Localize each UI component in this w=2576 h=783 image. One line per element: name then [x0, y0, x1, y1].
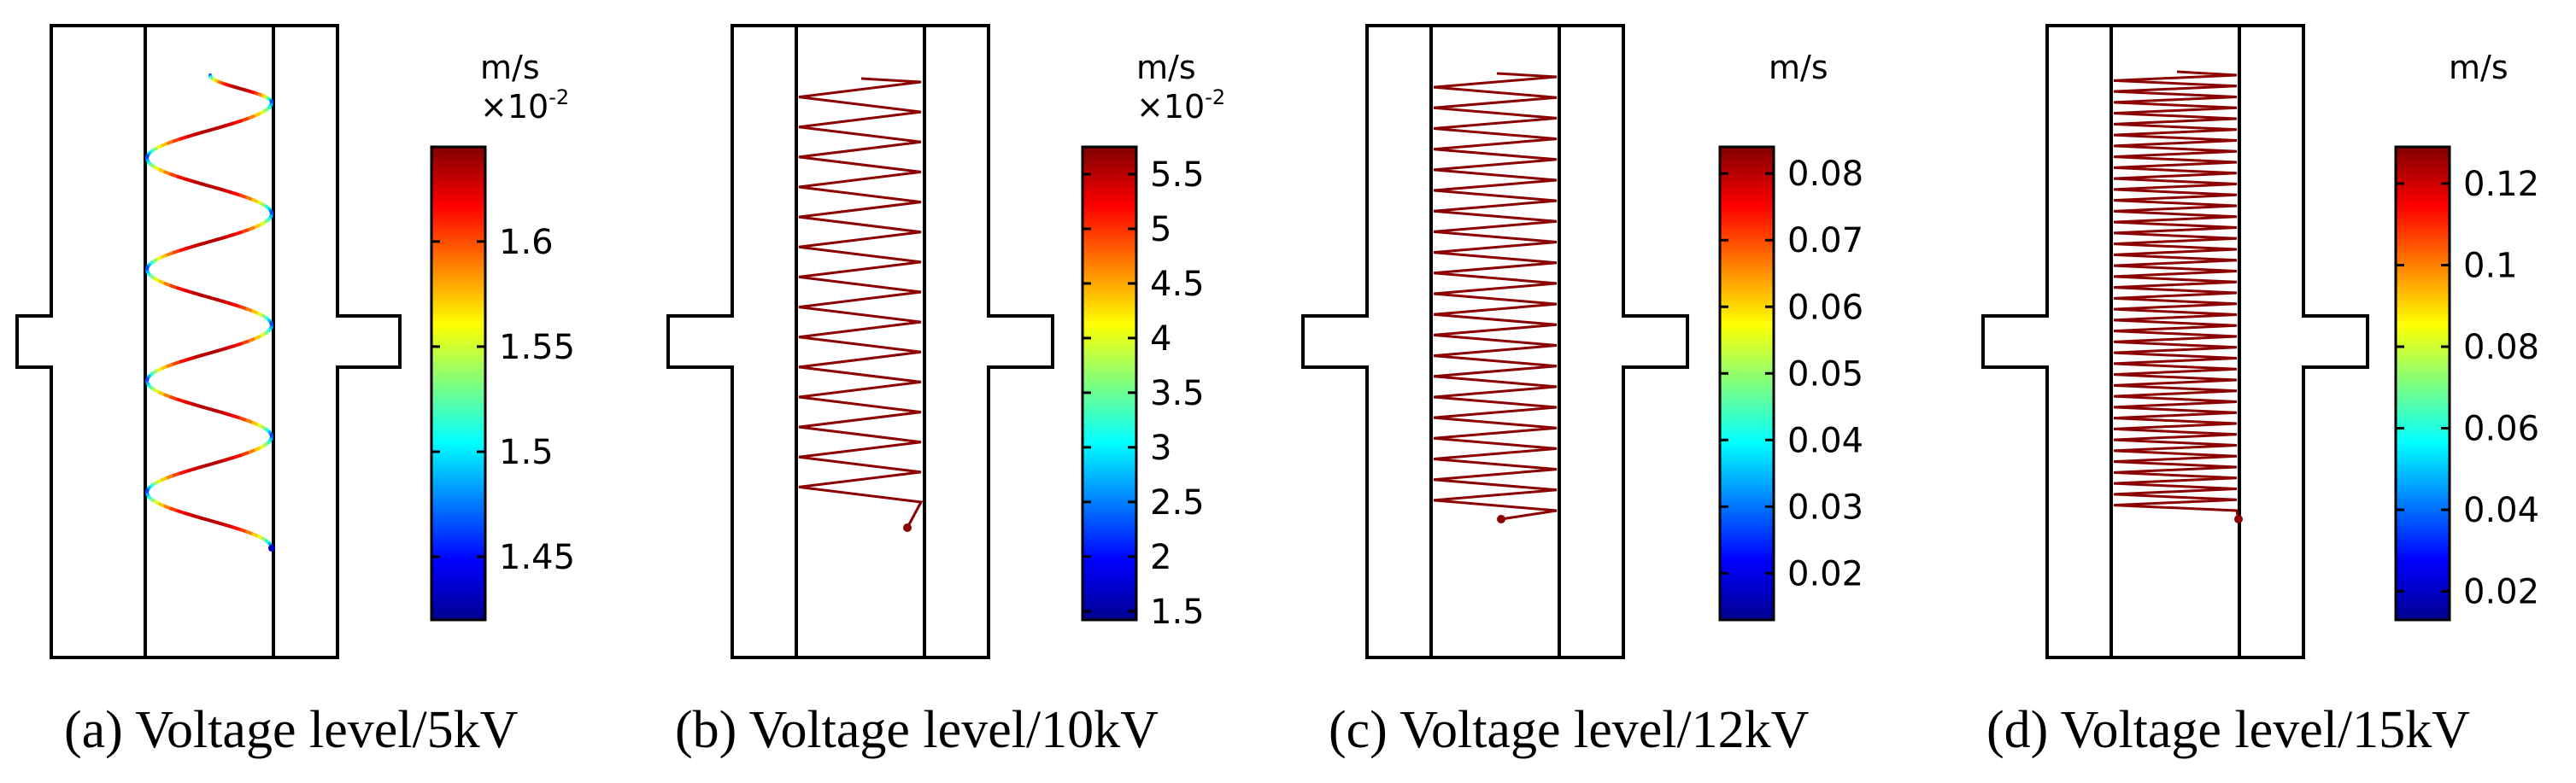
colorbar-unit: m/s [1136, 49, 1196, 86]
electrode-outline [666, 24, 1054, 659]
colorbar [2394, 145, 2451, 622]
colorbar-tick-label: 0.04 [1787, 421, 1863, 460]
panel-b: m/s ×10-2 5.5 5 4.5 4 3.5 3 2.5 2 1.5 [666, 24, 1225, 659]
colorbar-tick-label: 5 [1150, 210, 1171, 249]
colorbar-ticks: 0.08 0.07 0.06 0.05 0.04 0.03 0.02 [1720, 155, 1863, 593]
caption-a: (a) Voltage level/5kV [64, 701, 519, 759]
colorbar [1718, 145, 1775, 622]
panel-a: m/s ×10-2 1.6 1.55 1.5 1.45 [15, 24, 575, 659]
colorbar-tick-label: 1.55 [499, 328, 575, 367]
colorbar-tick-label: 0.05 [1787, 354, 1863, 394]
colorbar-tick-label: 1.5 [1150, 593, 1205, 632]
colorbar-multiplier: ×10-2 [480, 85, 569, 126]
colorbar-tick-label: 2.5 [1150, 483, 1205, 523]
panel-c: m/s 0.08 0.07 0.06 0.05 0.04 0.03 0.02 [1301, 24, 1863, 659]
colorbar-tick-label: 0.02 [2463, 573, 2539, 612]
electrode-outline [1981, 24, 2369, 659]
particle-marker [2234, 515, 2243, 523]
colorbar-tick-label: 2 [1150, 538, 1171, 577]
colorbar-tick-label: 4 [1150, 319, 1171, 359]
colorbar-tick-label: 0.12 [2463, 165, 2539, 204]
colorbar-tick-label: 3.5 [1150, 374, 1205, 413]
colorbar-tick-label: 4.5 [1150, 265, 1205, 304]
colorbar-tick-label: 0.06 [1787, 288, 1863, 327]
trajectory-path [798, 77, 924, 529]
particle-trajectory [145, 73, 275, 552]
colorbar-tick-label: 1.6 [499, 223, 554, 262]
colorbar-tick-label: 0.02 [1787, 554, 1863, 593]
caption-d: (d) Voltage level/15kV [1986, 701, 2470, 759]
colorbar-tick-label: 0.07 [1787, 221, 1863, 260]
particle-trajectory [2113, 70, 2243, 523]
colorbar-ticks: 5.5 5 4.5 4 3.5 3 2.5 2 1.5 [1083, 155, 1205, 632]
colorbar-tick-label: 1.5 [499, 433, 554, 472]
particle-trajectory [1433, 72, 1558, 523]
colorbar-tick-label: 0.03 [1787, 488, 1863, 527]
trajectory-path [2113, 70, 2240, 520]
trajectory-path [1433, 72, 1558, 521]
colorbar-tick-label: 1.45 [499, 538, 575, 577]
colorbar-multiplier: ×10-2 [1136, 85, 1225, 126]
colorbar-tick-label: 0.08 [2463, 328, 2539, 367]
colorbar [430, 145, 487, 622]
colorbar-ticks: 0.12 0.1 0.08 0.06 0.04 0.02 [2396, 165, 2539, 612]
caption-b: (b) Voltage level/10kV [675, 701, 1159, 759]
electrode-outline [15, 24, 402, 659]
particle-marker [268, 545, 275, 552]
electrode-outline [1301, 24, 1689, 659]
colorbar-unit: m/s [1769, 49, 1828, 86]
colorbar-unit: m/s [480, 49, 540, 86]
colorbar-ticks: 1.6 1.55 1.5 1.45 [431, 223, 575, 577]
caption-c: (c) Voltage level/12kV [1329, 701, 1810, 759]
colorbar-tick-label: 0.06 [2463, 410, 2539, 449]
colorbar-tick-label: 3 [1150, 429, 1171, 468]
colorbar-tick-label: 0.04 [2463, 491, 2539, 530]
particle-trajectory [798, 77, 924, 532]
colorbar-tick-label: 5.5 [1150, 155, 1205, 195]
colorbar-tick-label: 0.08 [1787, 155, 1863, 194]
particle-marker [1497, 515, 1505, 523]
colorbar-unit: m/s [2449, 49, 2509, 86]
colorbar [1081, 145, 1138, 622]
particle-marker [903, 523, 912, 532]
panel-d: m/s 0.12 0.1 0.08 0.06 0.04 0.02 [1981, 24, 2539, 659]
colorbar-tick-label: 0.1 [2463, 247, 2518, 286]
